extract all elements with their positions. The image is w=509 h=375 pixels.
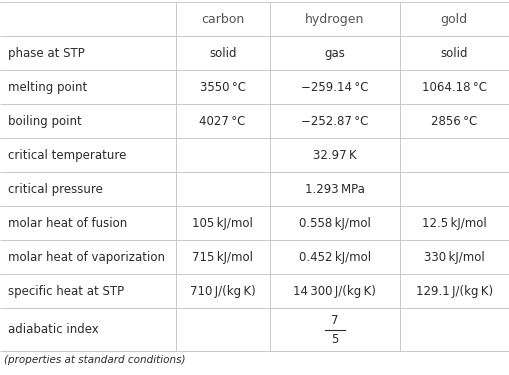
Text: 1.293 MPa: 1.293 MPa	[305, 183, 364, 196]
Text: −259.14 °C: −259.14 °C	[301, 81, 369, 94]
Text: 105 kJ/mol: 105 kJ/mol	[192, 217, 253, 230]
Text: specific heat at STP: specific heat at STP	[8, 285, 124, 298]
Text: molar heat of vaporization: molar heat of vaporization	[8, 251, 165, 264]
Text: 129.1 J/(kg K): 129.1 J/(kg K)	[416, 285, 493, 298]
Text: 710 J/(kg K): 710 J/(kg K)	[190, 285, 256, 298]
Text: 1064.18 °C: 1064.18 °C	[422, 81, 487, 94]
Text: phase at STP: phase at STP	[8, 46, 85, 60]
Text: gas: gas	[324, 46, 345, 60]
Text: gold: gold	[441, 12, 468, 26]
Text: critical pressure: critical pressure	[8, 183, 103, 196]
Text: 2856 °C: 2856 °C	[431, 115, 477, 128]
Text: hydrogen: hydrogen	[305, 12, 364, 26]
Text: 3550 °C: 3550 °C	[200, 81, 246, 94]
Text: 715 kJ/mol: 715 kJ/mol	[192, 251, 253, 264]
Text: boiling point: boiling point	[8, 115, 82, 128]
Text: solid: solid	[440, 46, 468, 60]
Text: 4027 °C: 4027 °C	[200, 115, 246, 128]
Text: 5: 5	[331, 333, 338, 346]
Text: carbon: carbon	[201, 12, 244, 26]
Text: 12.5 kJ/mol: 12.5 kJ/mol	[422, 217, 487, 230]
Text: molar heat of fusion: molar heat of fusion	[8, 217, 127, 230]
Text: critical temperature: critical temperature	[8, 149, 126, 162]
Text: 14 300 J/(kg K): 14 300 J/(kg K)	[293, 285, 376, 298]
Text: adiabatic index: adiabatic index	[8, 323, 99, 336]
Text: 330 kJ/mol: 330 kJ/mol	[424, 251, 485, 264]
Text: 0.558 kJ/mol: 0.558 kJ/mol	[299, 217, 371, 230]
Text: 0.452 kJ/mol: 0.452 kJ/mol	[299, 251, 371, 264]
Text: 7: 7	[331, 314, 338, 327]
Text: (properties at standard conditions): (properties at standard conditions)	[4, 355, 185, 365]
Text: 32.97 K: 32.97 K	[313, 149, 356, 162]
Text: −252.87 °C: −252.87 °C	[301, 115, 369, 128]
Text: melting point: melting point	[8, 81, 87, 94]
Text: solid: solid	[209, 46, 237, 60]
